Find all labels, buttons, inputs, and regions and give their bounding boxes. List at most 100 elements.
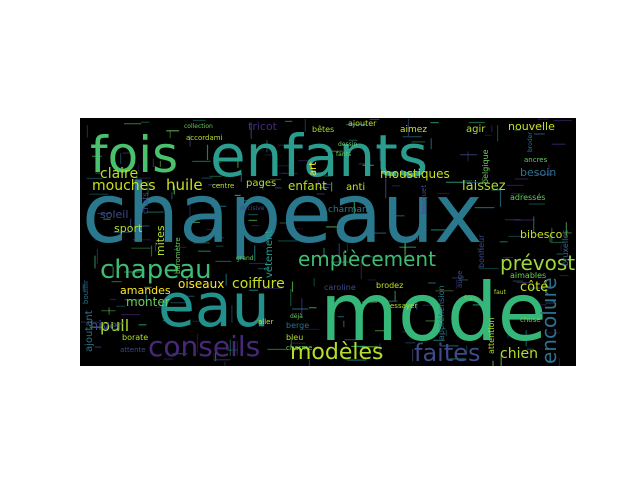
tiny-word-mark <box>391 185 400 187</box>
tiny-word-mark <box>266 140 268 153</box>
tiny-word-mark <box>101 310 116 312</box>
tiny-word-mark <box>407 118 410 137</box>
tiny-word-mark <box>533 216 535 234</box>
tiny-word-mark <box>326 226 344 228</box>
tiny-word-mark <box>89 193 109 195</box>
tiny-word-mark <box>262 180 264 190</box>
word-enfants: enfants <box>210 122 428 190</box>
tiny-word-mark <box>215 260 232 262</box>
tiny-word-mark <box>476 301 487 303</box>
tiny-word-mark <box>250 122 252 139</box>
tiny-word-mark <box>537 118 550 120</box>
tiny-word-mark <box>484 299 486 311</box>
tiny-word-mark <box>316 193 325 195</box>
tiny-word-mark <box>166 130 180 132</box>
word-brodez: brodez <box>376 281 403 290</box>
tiny-word-mark <box>553 119 572 122</box>
tiny-word-mark <box>505 219 521 221</box>
tiny-word-mark <box>445 330 447 337</box>
tiny-word-mark <box>290 289 292 306</box>
tiny-word-mark <box>492 360 494 366</box>
word-bouquet: bouquet <box>420 185 428 214</box>
tiny-word-mark <box>277 144 285 146</box>
tiny-word-mark <box>144 286 152 288</box>
tiny-word-mark <box>468 121 485 124</box>
tiny-word-mark <box>449 358 465 360</box>
word-amandes: amandes <box>120 284 171 297</box>
tiny-word-mark <box>483 307 485 321</box>
tiny-word-mark <box>325 150 343 152</box>
tiny-word-mark <box>103 218 111 220</box>
tiny-word-mark <box>131 247 151 249</box>
word-vetement: vêtement <box>263 230 275 278</box>
tiny-word-mark <box>308 359 310 366</box>
tiny-word-mark <box>136 171 138 187</box>
tiny-word-mark <box>192 160 211 162</box>
tiny-word-mark <box>528 203 545 205</box>
word-agir: agir <box>466 124 486 135</box>
word-claire: claire <box>100 166 138 182</box>
tiny-word-mark <box>292 212 294 231</box>
tiny-word-mark <box>393 215 405 217</box>
tiny-word-mark <box>549 235 551 242</box>
word-aller: aller <box>258 318 273 326</box>
tiny-word-mark <box>477 248 484 250</box>
tiny-word-mark <box>83 283 85 293</box>
tiny-word-mark <box>113 231 131 233</box>
tiny-word-mark <box>360 262 362 280</box>
tiny-word-mark <box>439 345 459 347</box>
tiny-word-mark <box>360 346 378 348</box>
tiny-word-mark <box>267 348 287 350</box>
tiny-word-mark <box>497 125 499 142</box>
tiny-word-mark <box>152 158 154 168</box>
tiny-word-mark <box>224 361 226 366</box>
tiny-word-mark <box>369 118 380 120</box>
tiny-word-mark <box>514 219 534 221</box>
tiny-word-mark <box>290 342 306 344</box>
tiny-word-mark <box>211 205 227 207</box>
tiny-word-mark <box>428 282 436 284</box>
tiny-word-mark <box>254 245 256 261</box>
word-bibesco: bibesco <box>520 228 563 241</box>
tiny-word-mark <box>547 332 561 334</box>
tiny-word-mark <box>257 268 270 270</box>
tiny-word-mark <box>96 249 98 264</box>
tiny-word-mark <box>460 182 479 184</box>
tiny-word-mark <box>337 316 345 318</box>
word-chien: chien <box>500 346 538 362</box>
tiny-word-mark <box>506 184 524 186</box>
tiny-word-mark <box>201 235 215 237</box>
tiny-word-mark <box>136 225 150 227</box>
tiny-word-mark <box>491 189 501 191</box>
tiny-word-mark <box>353 201 355 219</box>
tiny-word-mark <box>213 162 221 164</box>
tiny-word-mark <box>94 239 105 241</box>
word-modeles: modèles <box>290 340 384 365</box>
tiny-word-mark <box>456 279 458 289</box>
tiny-word-mark <box>411 141 426 143</box>
tiny-word-mark <box>562 232 572 234</box>
tiny-word-mark <box>178 295 195 297</box>
tiny-word-mark <box>190 221 200 223</box>
word-huile: huile <box>166 176 203 194</box>
tiny-word-mark <box>215 245 224 247</box>
tiny-word-mark <box>323 247 325 258</box>
tiny-word-mark <box>234 194 241 196</box>
word-bonheur: bonheur <box>477 234 486 268</box>
tiny-word-mark <box>265 154 278 156</box>
word-soleil: soleil <box>100 208 128 221</box>
tiny-word-mark <box>175 310 191 312</box>
tiny-word-mark <box>163 358 174 360</box>
tiny-word-mark <box>351 345 365 347</box>
tiny-word-mark <box>300 328 320 330</box>
tiny-word-mark <box>193 242 210 244</box>
word-chapeaux: chapeaux <box>82 167 483 262</box>
tiny-word-mark <box>343 320 345 327</box>
word-caroline: caroline <box>324 283 356 292</box>
tiny-word-mark <box>201 177 213 179</box>
tiny-word-mark <box>344 339 356 341</box>
tiny-word-mark <box>240 173 242 182</box>
tiny-word-mark <box>405 342 416 344</box>
tiny-word-mark <box>472 304 485 306</box>
